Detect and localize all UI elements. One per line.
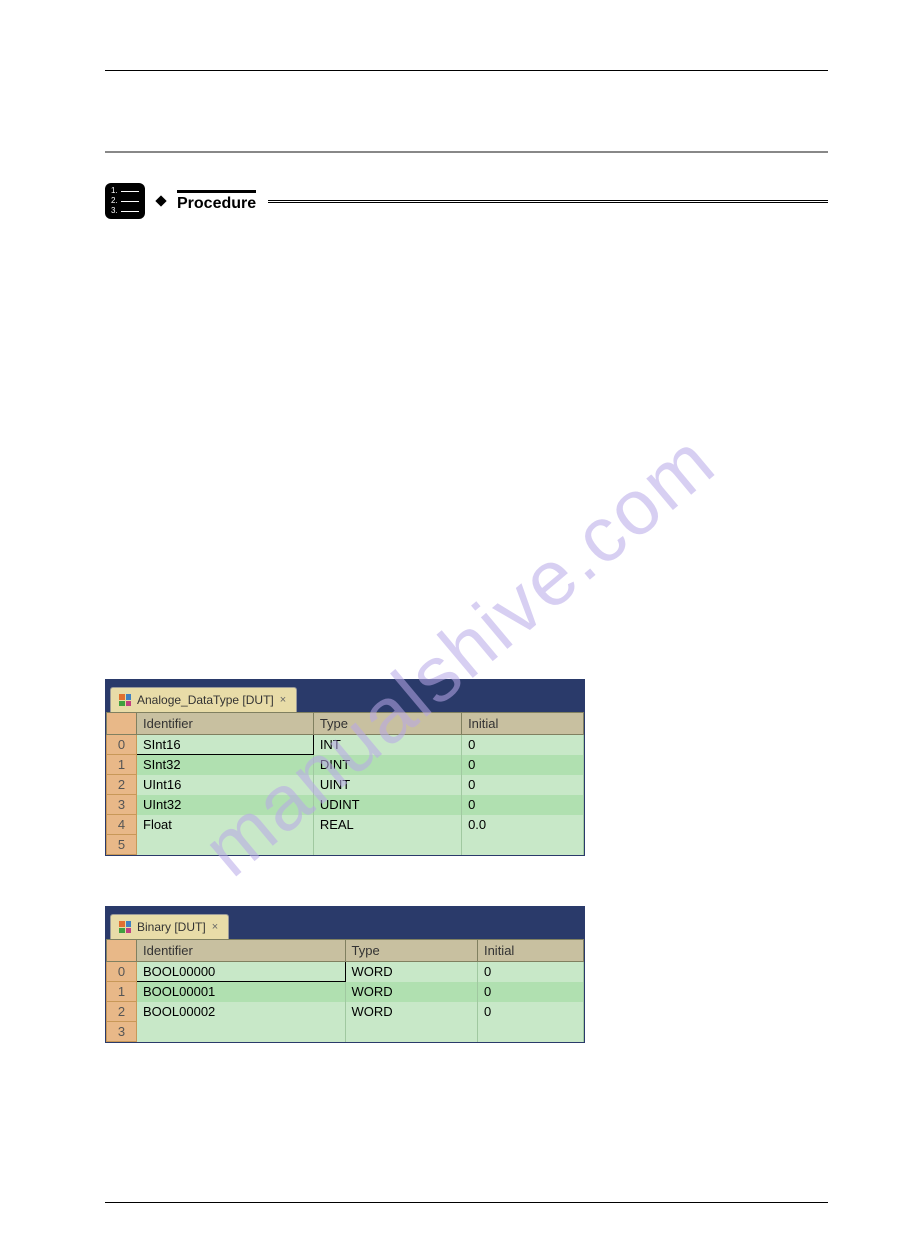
tab-label: Analoge_DataType [DUT] xyxy=(137,693,274,707)
diamond-icon xyxy=(155,195,166,206)
cell-initial[interactable]: 0 xyxy=(477,962,583,982)
table-row[interactable]: 3 xyxy=(107,1022,584,1042)
grid-icon xyxy=(119,921,131,933)
table-row[interactable]: 2 UInt16 UINT 0 xyxy=(107,775,584,795)
cell-initial[interactable] xyxy=(477,1022,583,1042)
rownum: 3 xyxy=(107,795,137,815)
close-icon[interactable]: × xyxy=(280,694,286,706)
table-row[interactable]: 2 BOOL00002 WORD 0 xyxy=(107,1002,584,1022)
cell-initial[interactable]: 0 xyxy=(477,1002,583,1022)
cell-type[interactable]: UDINT xyxy=(313,795,461,815)
cell-identifier[interactable]: BOOL00000 xyxy=(137,962,346,982)
cell-identifier[interactable]: SInt32 xyxy=(137,755,314,775)
top-rule xyxy=(105,70,828,71)
analoge-datatype-panel: Analoge_DataType [DUT] × Identifier Type… xyxy=(105,679,585,856)
table-row[interactable]: 1 SInt32 DINT 0 xyxy=(107,755,584,775)
procedure-header: 1.2.3. Procedure xyxy=(105,183,828,219)
cell-identifier[interactable]: SInt16 xyxy=(137,735,314,755)
rownum: 5 xyxy=(107,835,137,855)
procedure-rule xyxy=(268,200,828,203)
rownum: 0 xyxy=(107,735,137,755)
tab-analoge-datatype[interactable]: Analoge_DataType [DUT] × xyxy=(110,687,297,712)
table-row[interactable]: 3 UInt32 UDINT 0 xyxy=(107,795,584,815)
close-icon[interactable]: × xyxy=(212,921,218,933)
cell-identifier[interactable]: BOOL00001 xyxy=(137,982,346,1002)
col-initial: Initial xyxy=(462,713,584,735)
tab-binary[interactable]: Binary [DUT] × xyxy=(110,914,229,939)
footer-rule xyxy=(105,1202,828,1203)
cell-identifier[interactable] xyxy=(137,1022,346,1042)
cell-initial[interactable]: 0 xyxy=(462,755,584,775)
col-rownum xyxy=(107,713,137,735)
rownum: 4 xyxy=(107,815,137,835)
binary-panel: Binary [DUT] × Identifier Type Initial 0… xyxy=(105,906,585,1043)
grid-icon xyxy=(119,694,131,706)
procedure-label: Procedure xyxy=(177,190,256,213)
table-row[interactable]: 0 SInt16 INT 0 xyxy=(107,735,584,755)
cell-type[interactable] xyxy=(345,1022,477,1042)
cell-identifier[interactable]: UInt32 xyxy=(137,795,314,815)
rownum: 2 xyxy=(107,1002,137,1022)
rownum: 1 xyxy=(107,755,137,775)
rownum: 0 xyxy=(107,962,137,982)
rownum: 1 xyxy=(107,982,137,1002)
binary-table: Identifier Type Initial 0 BOOL00000 WORD… xyxy=(106,939,584,1042)
cell-type[interactable]: UINT xyxy=(313,775,461,795)
col-identifier: Identifier xyxy=(137,713,314,735)
cell-type[interactable]: WORD xyxy=(345,982,477,1002)
cell-identifier[interactable]: BOOL00002 xyxy=(137,1002,346,1022)
col-type: Type xyxy=(345,940,477,962)
cell-identifier[interactable] xyxy=(137,835,314,855)
table-row[interactable]: 5 xyxy=(107,835,584,855)
col-type: Type xyxy=(313,713,461,735)
section-divider xyxy=(105,151,828,153)
steps-icon: 1.2.3. xyxy=(105,183,145,219)
cell-type[interactable]: WORD xyxy=(345,1002,477,1022)
cell-initial[interactable]: 0 xyxy=(477,982,583,1002)
tab-label: Binary [DUT] xyxy=(137,920,206,934)
table-row[interactable]: 1 BOOL00001 WORD 0 xyxy=(107,982,584,1002)
cell-initial[interactable]: 0 xyxy=(462,775,584,795)
col-identifier: Identifier xyxy=(137,940,346,962)
cell-identifier[interactable]: Float xyxy=(137,815,314,835)
rownum: 2 xyxy=(107,775,137,795)
cell-initial[interactable]: 0 xyxy=(462,795,584,815)
cell-initial[interactable]: 0.0 xyxy=(462,815,584,835)
cell-initial[interactable] xyxy=(462,835,584,855)
tab-bar: Analoge_DataType [DUT] × xyxy=(106,680,584,712)
cell-type[interactable] xyxy=(313,835,461,855)
table-row[interactable]: 0 BOOL00000 WORD 0 xyxy=(107,962,584,982)
cell-initial[interactable]: 0 xyxy=(462,735,584,755)
table-row[interactable]: 4 Float REAL 0.0 xyxy=(107,815,584,835)
cell-type[interactable]: INT xyxy=(313,735,461,755)
tab-bar: Binary [DUT] × xyxy=(106,907,584,939)
cell-identifier[interactable]: UInt16 xyxy=(137,775,314,795)
cell-type[interactable]: DINT xyxy=(313,755,461,775)
cell-type[interactable]: WORD xyxy=(345,962,477,982)
col-initial: Initial xyxy=(477,940,583,962)
col-rownum xyxy=(107,940,137,962)
cell-type[interactable]: REAL xyxy=(313,815,461,835)
rownum: 3 xyxy=(107,1022,137,1042)
analoge-table: Identifier Type Initial 0 SInt16 INT 0 1… xyxy=(106,712,584,855)
